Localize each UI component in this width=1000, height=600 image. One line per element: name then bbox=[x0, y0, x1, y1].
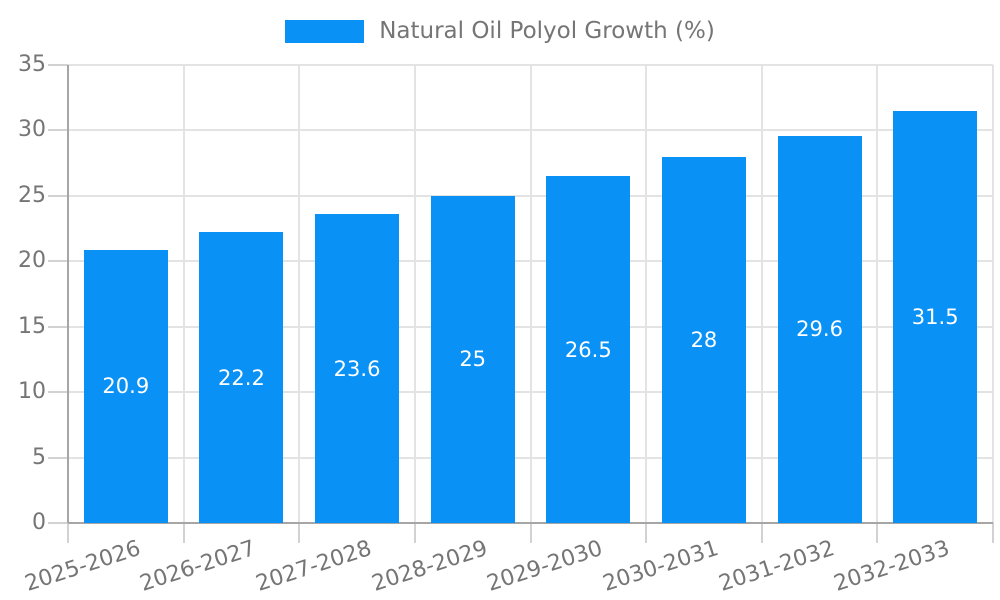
bar-value-label: 23.6 bbox=[333, 356, 381, 381]
bar-2031-2032[interactable] bbox=[777, 135, 862, 523]
bar-2027-2028[interactable] bbox=[315, 214, 400, 523]
y-axis-tick bbox=[48, 64, 68, 66]
bar-value-label: 31.5 bbox=[911, 304, 959, 329]
bar-2029-2030[interactable] bbox=[546, 176, 631, 523]
bar-value-label: 26.5 bbox=[564, 337, 612, 362]
x-gridline bbox=[298, 65, 301, 523]
y-axis-tick bbox=[48, 129, 68, 132]
x-axis-line bbox=[68, 522, 993, 524]
x-axis-tick bbox=[876, 523, 879, 543]
x-axis-tick bbox=[992, 523, 994, 543]
x-gridline bbox=[182, 65, 185, 523]
x-gridline bbox=[876, 65, 879, 523]
bar-value-label: 28 bbox=[690, 327, 718, 352]
x-gridline bbox=[413, 65, 416, 523]
y-axis-tick-label: 0 bbox=[32, 510, 46, 535]
bar-2026-2027[interactable] bbox=[199, 232, 284, 523]
y-axis-tick-label: 15 bbox=[18, 313, 46, 339]
y-axis-tick-label: 10 bbox=[18, 379, 46, 405]
x-gridline bbox=[529, 65, 532, 523]
y-axis-tick-label: 35 bbox=[18, 52, 46, 77]
x-axis-tick bbox=[413, 523, 416, 543]
bar-value-label: 29.6 bbox=[796, 317, 843, 342]
y-axis-tick bbox=[48, 325, 68, 328]
bar-2030-2031[interactable] bbox=[661, 156, 746, 523]
bar-2032-2033[interactable] bbox=[893, 110, 978, 523]
bar-2028-2029[interactable] bbox=[430, 195, 515, 523]
bar-2025-2026[interactable] bbox=[83, 249, 168, 523]
y-axis-line bbox=[67, 65, 69, 523]
y-axis-tick bbox=[48, 456, 68, 459]
x-gridline bbox=[645, 65, 648, 523]
bar-value-label: 25 bbox=[459, 347, 487, 372]
x-axis-tick bbox=[182, 523, 185, 543]
x-gridline bbox=[992, 65, 994, 523]
x-axis-tick bbox=[67, 523, 69, 543]
legend[interactable]: Natural Oil Polyol Growth (%) bbox=[0, 18, 1000, 44]
x-axis-tick bbox=[645, 523, 648, 543]
y-axis-tick bbox=[48, 194, 68, 197]
y-axis-tick-label: 25 bbox=[18, 182, 46, 208]
y-axis-tick-label: 5 bbox=[32, 444, 46, 470]
y-axis-tick-label: 30 bbox=[18, 117, 46, 143]
legend-label: Natural Oil Polyol Growth (%) bbox=[379, 18, 715, 44]
x-gridline bbox=[760, 65, 763, 523]
bar-value-label: 20.9 bbox=[102, 374, 150, 399]
y-axis-tick bbox=[48, 391, 68, 394]
x-axis-tick bbox=[760, 523, 763, 543]
x-axis-tick bbox=[529, 523, 532, 543]
y-axis-tick bbox=[48, 522, 68, 524]
x-axis-tick bbox=[298, 523, 301, 543]
y-axis-tick-label: 20 bbox=[18, 248, 46, 274]
bar-value-label: 22.2 bbox=[218, 365, 265, 390]
y-axis-tick bbox=[48, 260, 68, 263]
legend-swatch[interactable] bbox=[285, 19, 365, 43]
